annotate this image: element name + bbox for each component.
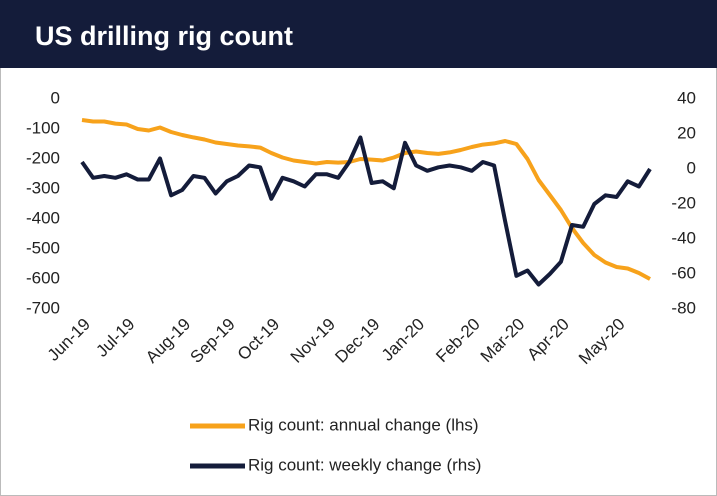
y2-tick-label: -80 <box>671 298 696 317</box>
y-tick-label: -300 <box>26 178 60 197</box>
y2-tick-label: 20 <box>677 123 696 142</box>
y2-tick-label: 40 <box>677 88 696 107</box>
legend-label: Rig count: weekly change (rhs) <box>248 455 481 474</box>
y-tick-label: -200 <box>26 148 60 167</box>
y-tick-label: 0 <box>51 88 60 107</box>
y-tick-label: -600 <box>26 268 60 287</box>
y-tick-label: -400 <box>26 208 60 227</box>
y2-tick-label: 0 <box>687 158 696 177</box>
chart-title: US drilling rig count <box>35 21 293 51</box>
y2-tick-label: -40 <box>671 228 696 247</box>
y-tick-label: -100 <box>26 118 60 137</box>
y-tick-label: -700 <box>26 298 60 317</box>
y2-tick-label: -20 <box>671 193 696 212</box>
title-bar <box>0 0 717 68</box>
y-tick-label: -500 <box>26 238 60 257</box>
legend-label: Rig count: annual change (lhs) <box>248 415 479 434</box>
y2-tick-label: -60 <box>671 263 696 282</box>
series-line <box>80 135 652 287</box>
